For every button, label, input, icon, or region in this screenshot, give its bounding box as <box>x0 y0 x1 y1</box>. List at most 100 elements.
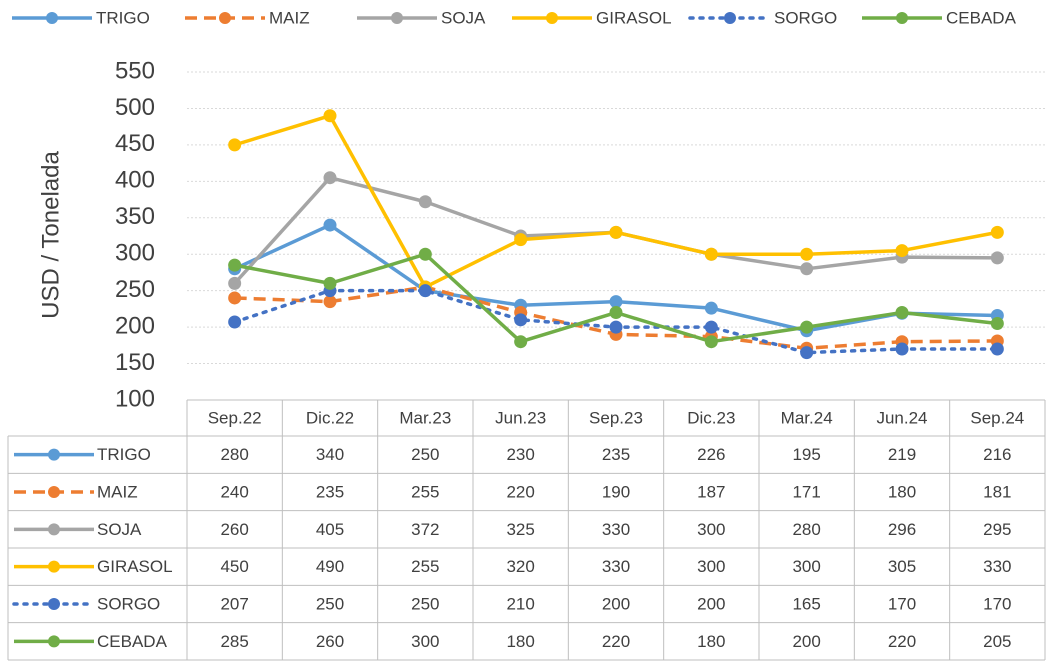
table-cell: 250 <box>316 594 344 613</box>
series-marker <box>323 171 337 185</box>
series-marker <box>895 342 909 356</box>
table-cell: 200 <box>792 632 820 651</box>
table-cell: 226 <box>697 445 725 464</box>
series-marker <box>228 315 242 329</box>
series-marker <box>609 306 623 320</box>
table-cell: 170 <box>983 594 1011 613</box>
legend-label: GIRASOL <box>596 8 672 27</box>
x-tick-label: Sep.23 <box>589 408 643 427</box>
table-cell: 280 <box>792 520 820 539</box>
table-cell: 187 <box>697 482 725 501</box>
x-tick-label: Dic.22 <box>306 408 354 427</box>
series-marker <box>704 320 718 334</box>
table-cell: 230 <box>506 445 534 464</box>
table-cell: 250 <box>411 594 439 613</box>
table-cell: 260 <box>316 632 344 651</box>
table-cell: 165 <box>792 594 820 613</box>
series-marker <box>609 295 623 309</box>
series-marker <box>418 195 432 209</box>
series-marker <box>323 218 337 232</box>
series-marker <box>704 247 718 261</box>
x-tick-label: Sep.24 <box>970 408 1024 427</box>
series-marker <box>323 276 337 290</box>
x-tick-label: Jun.24 <box>876 408 927 427</box>
table-cell: 296 <box>888 520 916 539</box>
x-tick-label: Mar.23 <box>399 408 451 427</box>
table-cell: 405 <box>316 520 344 539</box>
series-marker <box>514 233 528 247</box>
y-tick-label: 450 <box>115 130 155 157</box>
series-marker <box>609 225 623 239</box>
legend-swatch-marker <box>724 12 736 24</box>
table-cell: 450 <box>220 557 248 576</box>
table-cell: 240 <box>220 482 248 501</box>
x-tick-label: Dic.23 <box>687 408 735 427</box>
y-tick-label: 500 <box>115 94 155 121</box>
series-marker <box>514 313 528 327</box>
series-marker <box>228 138 242 152</box>
series-marker <box>990 225 1004 239</box>
table-cell: 300 <box>792 557 820 576</box>
table-cell: 330 <box>983 557 1011 576</box>
series-marker <box>704 335 718 349</box>
table-row-label: SOJA <box>97 520 142 539</box>
y-tick-label: 550 <box>115 57 155 84</box>
table-swatch-marker <box>48 635 60 648</box>
table-cell: 219 <box>888 445 916 464</box>
table-swatch-marker <box>48 448 60 461</box>
y-tick-label: 350 <box>115 203 155 230</box>
table-cell: 325 <box>506 520 534 539</box>
table-cell: 305 <box>888 557 916 576</box>
y-axis-title: USD / Tonelada <box>37 151 64 319</box>
series-marker <box>990 342 1004 356</box>
series-marker <box>800 262 814 276</box>
series-marker <box>228 291 242 305</box>
table-row-label: SORGO <box>97 594 160 613</box>
table-cell: 320 <box>506 557 534 576</box>
x-tick-label: Sep.22 <box>208 408 262 427</box>
table-cell: 250 <box>411 445 439 464</box>
table-cell: 340 <box>316 445 344 464</box>
series-marker <box>800 346 814 360</box>
table-cell: 295 <box>983 520 1011 539</box>
table-row-label: TRIGO <box>97 445 151 464</box>
table-cell: 280 <box>220 445 248 464</box>
table-cell: 170 <box>888 594 916 613</box>
legend-swatch-marker <box>546 12 558 24</box>
table-cell: 330 <box>602 520 630 539</box>
y-tick-label: 200 <box>115 312 155 339</box>
table-cell: 490 <box>316 557 344 576</box>
table-cell: 180 <box>697 632 725 651</box>
table-cell: 180 <box>888 482 916 501</box>
series-marker <box>228 258 242 272</box>
table-cell: 180 <box>506 632 534 651</box>
legend-swatch-marker <box>391 12 403 24</box>
y-tick-label: 300 <box>115 240 155 267</box>
series-marker <box>514 335 528 349</box>
x-tick-label: Mar.24 <box>781 408 833 427</box>
table-cell: 235 <box>316 482 344 501</box>
table-cell: 207 <box>220 594 248 613</box>
table-cell: 205 <box>983 632 1011 651</box>
table-cell: 300 <box>697 520 725 539</box>
legend-label: TRIGO <box>96 8 150 27</box>
series-marker <box>800 247 814 261</box>
table-swatch-marker <box>48 486 60 498</box>
series-marker <box>800 320 814 334</box>
series-marker <box>704 301 718 315</box>
table-row-label: MAIZ <box>97 482 138 501</box>
table-cell: 330 <box>602 557 630 576</box>
legend-label: SORGO <box>774 8 837 27</box>
y-tick-label: 100 <box>115 385 155 412</box>
legend-label: SOJA <box>441 8 486 27</box>
table-row-label: CEBADA <box>97 632 168 651</box>
table-swatch-marker <box>48 523 60 536</box>
legend-swatch-marker <box>896 12 908 24</box>
legend-label: MAIZ <box>269 8 310 27</box>
series-marker <box>323 109 337 123</box>
series-marker <box>323 295 337 309</box>
table-cell: 255 <box>411 482 439 501</box>
series-marker <box>609 320 623 334</box>
table-cell: 220 <box>888 632 916 651</box>
